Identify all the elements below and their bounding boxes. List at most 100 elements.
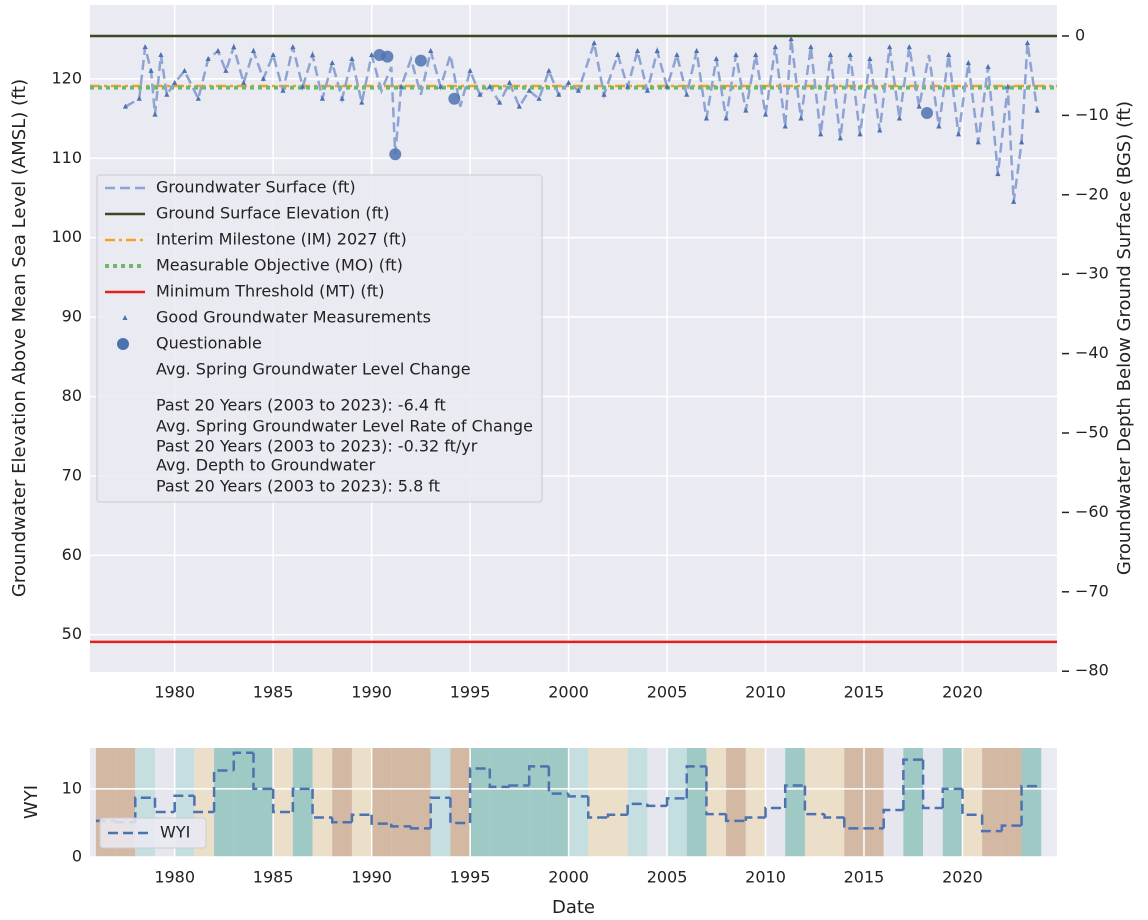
x-tick-label: 1980 <box>154 868 195 887</box>
y-tick-label: 70 <box>62 465 82 484</box>
y-tick-label: 50 <box>62 624 82 643</box>
y2-tick-label: −80 <box>1075 661 1109 680</box>
legend-note: Past 20 Years (2003 to 2023): 5.8 ft <box>156 477 440 496</box>
wyi-step <box>449 797 471 825</box>
measurement-marker <box>215 48 221 54</box>
year-type-band <box>371 748 392 857</box>
year-type-band <box>292 748 313 857</box>
year-type-band <box>1001 748 1022 857</box>
measurement-marker <box>1011 198 1017 204</box>
measurement-marker <box>782 123 788 129</box>
y2-axis-label: Groundwater Depth Below Ground Surface (… <box>1114 101 1135 575</box>
year-type-band <box>332 748 352 857</box>
measurement-marker <box>122 103 129 109</box>
measurement-marker <box>487 83 493 89</box>
wyi-step <box>724 814 746 823</box>
measurement-marker <box>965 59 971 65</box>
measurement-marker <box>172 79 178 85</box>
year-type-band <box>233 748 254 857</box>
measurement-marker <box>753 52 759 58</box>
measurement-marker <box>827 52 834 58</box>
wyi-step <box>330 817 352 824</box>
wyi-step <box>902 758 924 810</box>
measurement-marker <box>615 52 621 58</box>
measurement-marker <box>467 67 473 73</box>
wyi-step <box>134 796 155 823</box>
measurement-marker <box>205 55 211 61</box>
x-tick-label: 1990 <box>351 868 392 887</box>
measurement-marker <box>398 83 404 89</box>
x-tick-label: 2010 <box>745 868 786 887</box>
measurement-marker <box>241 79 247 85</box>
wyi-step <box>547 766 569 795</box>
x-tick-label: 1985 <box>253 868 294 887</box>
x-tick-label: 1995 <box>450 683 491 702</box>
measurement-marker <box>437 83 444 89</box>
year-type-band <box>1021 748 1042 857</box>
measurement-marker <box>1024 40 1031 46</box>
wyi-step <box>429 796 451 829</box>
wyi-step <box>252 752 274 791</box>
wyi-step <box>843 817 864 830</box>
grid <box>90 748 1057 858</box>
measurement-marker <box>546 67 552 73</box>
wyi-step <box>744 816 766 821</box>
wyi-step <box>311 788 333 819</box>
measurement-marker <box>788 36 794 42</box>
measurement-marker <box>867 55 873 61</box>
year-type-band <box>686 748 707 857</box>
year-type-band <box>607 748 628 857</box>
measurement-marker <box>1005 83 1011 89</box>
y-tick-label: 90 <box>62 307 82 326</box>
measurement-marker <box>946 52 952 58</box>
measurement-marker <box>329 59 335 65</box>
measurement-marker <box>703 115 710 121</box>
measurement-marker <box>477 91 483 97</box>
measurement-marker <box>223 67 229 73</box>
legend-label: Measurable Objective (MO) (ft) <box>156 256 403 275</box>
measurement-marker <box>693 48 700 54</box>
year-type-band <box>253 748 274 857</box>
x-tick-label: 1990 <box>351 683 392 702</box>
questionable-marker <box>381 50 394 63</box>
wyi-step <box>921 759 943 810</box>
legend-label: Questionable <box>156 334 262 353</box>
legend-marker <box>117 338 129 350</box>
legend-note: Avg. Spring Groundwater Level Change <box>156 360 471 379</box>
year-type-band <box>312 748 333 857</box>
year-type-band <box>824 748 845 857</box>
y-tick-label: 80 <box>62 386 82 405</box>
year-type-band <box>489 748 510 857</box>
wyi-step <box>291 787 313 813</box>
measurement-marker <box>975 139 981 145</box>
measurement-marker <box>625 83 631 89</box>
measurement-marker <box>359 99 365 105</box>
y-tick-label: 60 <box>62 545 82 564</box>
y2-tick-label: −60 <box>1075 502 1109 521</box>
y-tick-label: 0 <box>72 847 82 866</box>
questionable-marker <box>414 54 427 67</box>
wyi-step <box>783 784 805 808</box>
wyi-step <box>488 768 510 789</box>
y2-tick-label: −50 <box>1075 422 1109 441</box>
x-tick-label: 2000 <box>548 868 589 887</box>
y-tick-label: 100 <box>51 227 82 246</box>
measurement-marker <box>556 91 562 97</box>
year-type-band <box>706 748 727 857</box>
legend-note: Past 20 Years (2003 to 2023): -0.32 ft/y… <box>156 437 478 456</box>
measurement-marker <box>916 103 922 109</box>
legend-note: Avg. Spring Groundwater Level Rate of Ch… <box>156 417 533 436</box>
measurement-marker <box>877 127 883 133</box>
measurement-marker <box>349 55 355 61</box>
wyi-step <box>705 766 727 816</box>
wyi-step <box>370 814 392 825</box>
wyi-step <box>961 788 983 817</box>
wyi-step <box>803 785 825 816</box>
measurement-marker <box>250 48 257 54</box>
year-type-band <box>430 748 451 857</box>
wyi-step <box>587 796 608 819</box>
measurement-marker <box>847 52 853 58</box>
wyi-step <box>980 814 1002 833</box>
measurement-marker <box>684 91 690 97</box>
measurement-marker <box>654 48 660 54</box>
